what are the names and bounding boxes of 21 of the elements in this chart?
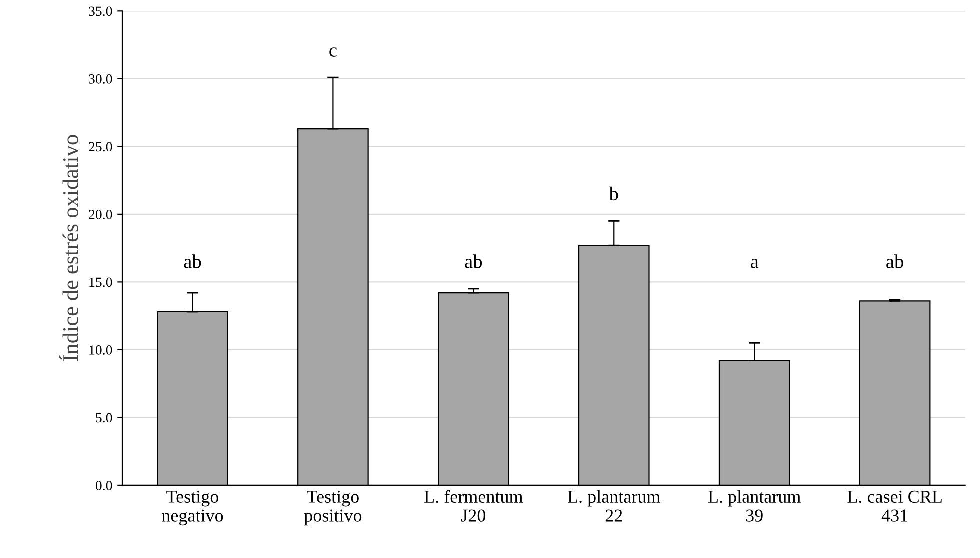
y-tick-label: 35.0 bbox=[89, 6, 112, 16]
x-tick-label: L. casei CRL 431 bbox=[848, 490, 942, 522]
y-tick-label: 25.0 bbox=[89, 142, 112, 152]
annotation: ab bbox=[886, 254, 904, 268]
y-tick-label: 15.0 bbox=[90, 278, 112, 288]
annotation: a bbox=[750, 259, 759, 268]
x-tick-label: Testigo negativo bbox=[162, 490, 224, 526]
x-tick-label: L. plantarum 39 bbox=[708, 490, 801, 522]
y-tick-label: 10.0 bbox=[90, 346, 112, 355]
y-tick-label: 5.0 bbox=[96, 413, 112, 423]
y-tick-label: 20.0 bbox=[89, 210, 112, 220]
x-tick-label: L. plantarum 22 bbox=[568, 490, 660, 522]
annotation: ab bbox=[465, 254, 482, 268]
x-tick-label: L. fermentum J20 bbox=[424, 490, 524, 522]
x-tick-label: Testigo positivo bbox=[304, 490, 362, 526]
y-axis-title: Índice de estrés oxidativo bbox=[59, 135, 78, 362]
y-tick-label: 0.0 bbox=[96, 481, 112, 490]
annotation: ab bbox=[184, 254, 202, 268]
annotation: b bbox=[609, 186, 618, 201]
y-tick-label: 30.0 bbox=[89, 74, 112, 84]
annotation: c bbox=[330, 48, 337, 57]
